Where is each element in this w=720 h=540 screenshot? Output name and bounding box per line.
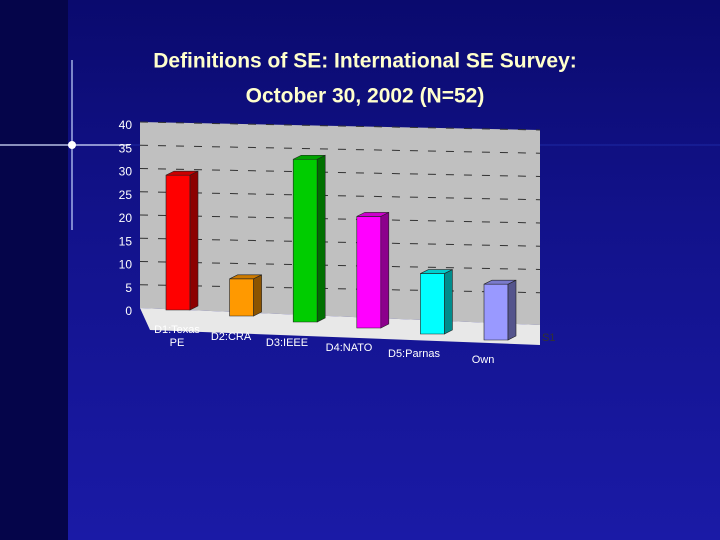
floor [140,308,540,345]
bar-face [356,216,382,329]
bar [292,154,326,323]
x-tick-label: D5:Parnas [388,348,440,360]
bar-face [380,211,390,329]
bar-face [292,158,318,323]
bar-face [444,269,453,335]
grid-line [139,168,541,177]
title-line: October 30, 2002 (N=52) [246,85,485,108]
x-tick-label: D3:IEEE [265,337,309,349]
bar-face [420,273,445,335]
title-line: Definitions of SE: International SE Surv… [153,50,577,73]
bar-face [293,154,326,160]
grid-line [139,284,541,294]
y-tick-label: 15 [119,234,133,248]
y-tick-label: 5 [125,281,132,295]
bar-face [229,278,254,317]
y-tick-label: 10 [119,258,133,272]
bar-face [165,174,191,311]
bar [165,170,199,311]
bar-face [165,170,199,176]
bar [483,279,517,341]
bar [229,274,262,317]
back-wall [140,122,540,325]
bar-face [229,274,262,280]
grid-line [139,144,541,154]
y-tick-label: 20 [119,211,133,225]
grid-line [139,261,541,270]
bar-face [189,170,199,311]
x-tick-label: D1:Texas PE [154,324,200,349]
grid-line [139,214,541,224]
bar-face [483,283,509,341]
y-tick-label: 35 [119,141,133,155]
grid-line [139,191,541,201]
bar-face [420,269,453,274]
bar-face [356,212,389,217]
bar-face [253,274,262,317]
bar-face [507,279,517,341]
y-tick-label: 25 [119,188,133,202]
side-strip [0,0,68,540]
x-tick-label: Own [471,354,495,366]
grid-line [139,237,541,247]
bar [420,269,453,335]
x-tick-label: D4:NATO [325,342,373,354]
y-tick-label: 30 [119,165,133,179]
bar-face [483,279,517,285]
sparkle-core [68,141,76,149]
y-tick-label: 40 [119,118,133,132]
bar [356,211,390,329]
legend-label: S1 [542,332,555,344]
y-tick-label: 0 [125,304,132,318]
x-tick-label: D2:CRA [210,331,252,343]
bar-face [316,154,326,323]
grid-line [139,121,541,131]
